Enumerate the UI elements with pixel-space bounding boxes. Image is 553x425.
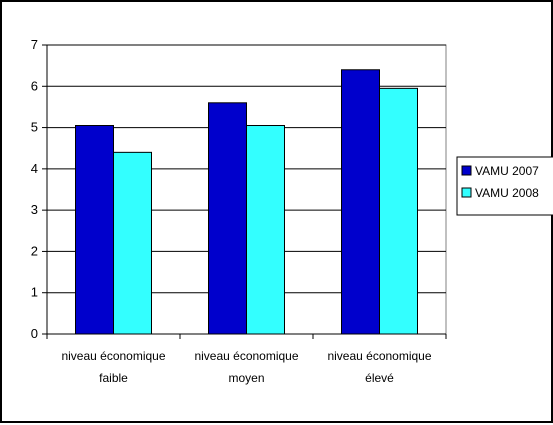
legend-label-2: VAMU 2008 — [475, 186, 539, 200]
y-tick-label: 1 — [31, 285, 38, 300]
y-tick-label: 6 — [31, 78, 38, 93]
legend-swatch-1 — [461, 165, 472, 176]
y-tick-label: 5 — [31, 120, 38, 135]
bar-2-1 — [113, 151, 152, 335]
x-category-label: niveau économique — [327, 349, 431, 363]
x-category-label: élevé — [365, 371, 394, 385]
y-tick-label: 7 — [31, 37, 38, 52]
bar-2-2 — [246, 125, 285, 335]
x-category-label: niveau économique — [61, 349, 165, 363]
x-category-label: niveau économique — [194, 349, 298, 363]
bar-1-3 — [341, 69, 380, 335]
y-tick-label: 2 — [31, 243, 38, 258]
bar-1-2 — [208, 102, 247, 335]
legend-swatch-2 — [461, 187, 472, 198]
x-category-label: faible — [99, 371, 128, 385]
x-category-label: moyen — [228, 371, 264, 385]
bar-1-1 — [75, 125, 114, 335]
legend-label-1: VAMU 2007 — [475, 164, 539, 178]
y-tick-label: 4 — [31, 161, 38, 176]
bar-2-3 — [379, 87, 418, 335]
y-tick-label: 3 — [31, 202, 38, 217]
y-tick-label: 0 — [31, 326, 38, 341]
legend-box — [456, 156, 553, 216]
